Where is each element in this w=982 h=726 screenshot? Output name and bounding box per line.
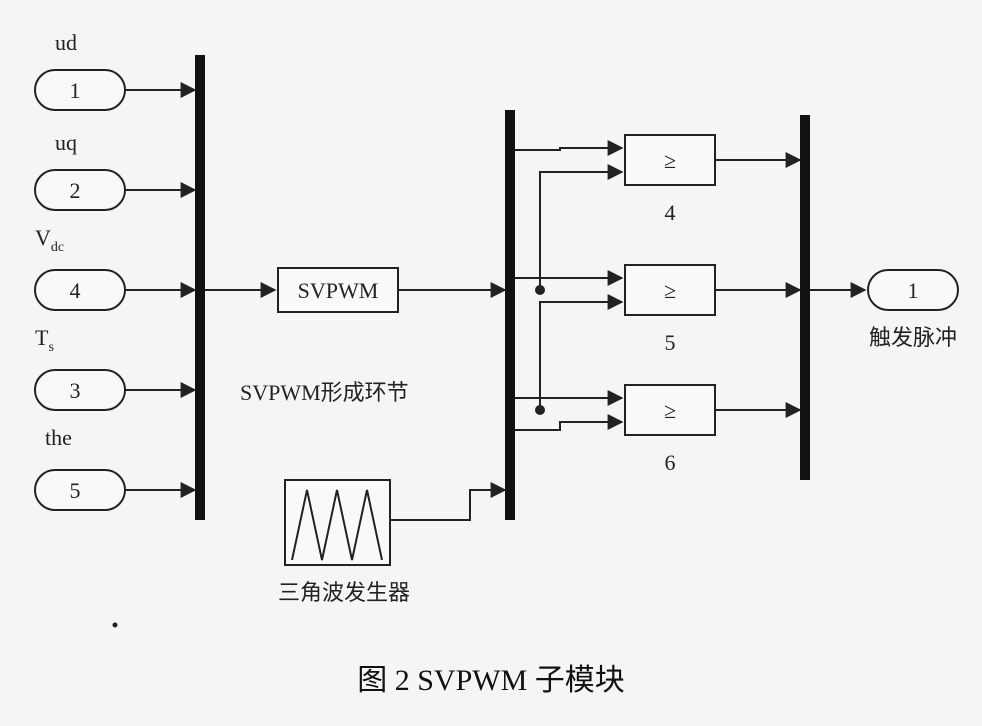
input-num-uq: 2 — [70, 178, 81, 203]
input-label-vdc: Vdc — [35, 225, 64, 255]
wire-demux-cmp6-b — [515, 422, 622, 430]
comparator-6-num: 6 — [665, 450, 676, 475]
svpwm-block-sublabel: SVPWM形成环节 — [240, 380, 409, 405]
input-label-ud: ud — [55, 30, 77, 55]
svpwm-block-label: SVPWM — [298, 278, 379, 303]
figure-caption: 图 2 SVPWM 子模块 — [357, 664, 625, 697]
input-label-the: the — [45, 425, 72, 450]
wire-tri-demux — [390, 490, 505, 520]
output-port-label: 触发脉冲 — [869, 325, 957, 350]
junction-dot-1 — [535, 285, 545, 295]
comparator-6-sym: ≥ — [664, 398, 676, 423]
comparator-4-num: 4 — [665, 200, 676, 225]
comparator-4-sym: ≥ — [664, 148, 676, 173]
triangle-gen-label: 三角波发生器 — [278, 580, 410, 605]
stray-dot — [113, 623, 118, 628]
output-port-num: 1 — [908, 278, 919, 303]
input-label-uq: uq — [55, 130, 77, 155]
input-num-ud: 1 — [70, 78, 81, 103]
wire-demux-cmp4-b — [540, 172, 622, 290]
input-label-ts: Ts — [35, 325, 54, 355]
comparator-5-sym: ≥ — [664, 278, 676, 303]
input-num-the: 5 — [70, 478, 81, 503]
wire-demux-cmp5-b — [540, 302, 622, 410]
input-num-ts: 3 — [70, 378, 81, 403]
wire-demux-cmp4-a — [515, 148, 622, 150]
junction-dot-2 — [535, 405, 545, 415]
input-num-vdc: 4 — [70, 278, 81, 303]
svpwm-diagram: ud 1 uq 2 Vdc 4 Ts 3 the 5 SVPWM SVPWM形成… — [0, 0, 982, 726]
comparator-5-num: 5 — [665, 330, 676, 355]
